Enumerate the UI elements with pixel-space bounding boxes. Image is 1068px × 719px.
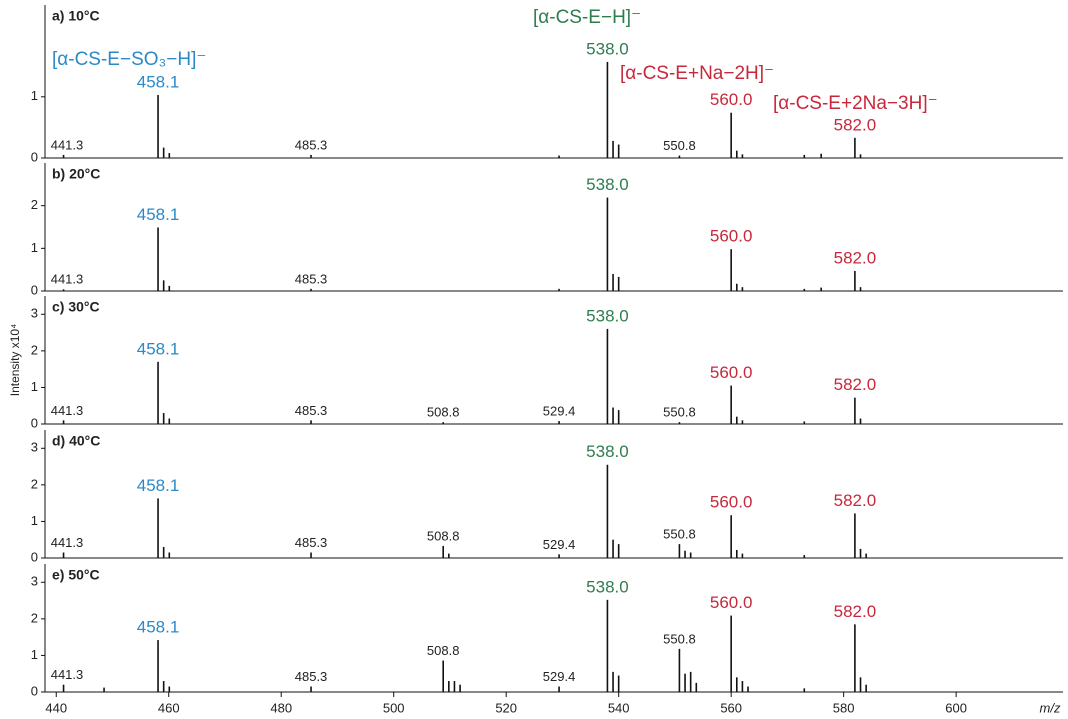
ion-annotation: [α-CS-E−H]⁻	[533, 7, 641, 28]
panel-title: d) 40°C	[52, 433, 100, 449]
peak-label: 485.3	[295, 403, 328, 418]
peak-label: 485.3	[295, 535, 328, 550]
peak-label: 529.4	[543, 537, 576, 552]
peak-label: 582.0	[834, 248, 877, 267]
y-tick-label: 3	[31, 440, 38, 455]
ion-annotation: [α-CS-E+2Na−3H]⁻	[773, 93, 938, 114]
peak-label: 441.3	[51, 667, 84, 682]
y-tick-label: 1	[31, 647, 38, 662]
y-tick-label: 2	[31, 197, 38, 212]
peak-label: 441.3	[51, 535, 84, 550]
y-axis-label: Intensity x10⁴	[8, 324, 22, 397]
panel-title: b) 20°C	[52, 166, 100, 182]
y-tick-label: 2	[31, 342, 38, 357]
peak-label: 458.1	[137, 618, 180, 637]
y-tick-label: 1	[31, 240, 38, 255]
peak-label: 538.0	[586, 306, 629, 325]
x-tick-label: 480	[270, 700, 292, 715]
peak-label: 508.8	[427, 528, 460, 543]
panel-title: c) 30°C	[52, 299, 100, 315]
peak-label: 582.0	[834, 375, 877, 394]
peak-label: 582.0	[834, 602, 877, 621]
x-tick-label: 440	[45, 700, 67, 715]
peak-label: 529.4	[543, 404, 576, 419]
x-axis-label: m/z	[1040, 700, 1061, 715]
y-tick-label: 3	[31, 306, 38, 321]
y-tick-label: 1	[31, 88, 38, 103]
x-tick-label: 540	[608, 700, 630, 715]
peak-label: 560.0	[710, 227, 753, 246]
peak-label: 538.0	[586, 175, 629, 194]
x-tick-label: 520	[495, 700, 517, 715]
peak-label: 560.0	[710, 90, 753, 109]
peak-label: 560.0	[710, 363, 753, 382]
peak-label: 582.0	[834, 491, 877, 510]
peak-label: 508.8	[427, 643, 460, 658]
y-tick-label: 1	[31, 513, 38, 528]
peak-label: 458.1	[137, 72, 180, 91]
peak-label: 550.8	[663, 631, 696, 646]
peak-label: 485.3	[295, 271, 328, 286]
ion-annotation: [α-CS-E−SO₃−H]⁻	[52, 49, 206, 70]
peak-label: 485.3	[295, 137, 328, 152]
peak-label: 560.0	[710, 593, 753, 612]
x-tick-label: 460	[158, 700, 180, 715]
peak-label: 560.0	[710, 493, 753, 512]
x-tick-label: 600	[945, 700, 967, 715]
peak-label: 441.3	[51, 272, 84, 287]
peak-label: 538.0	[586, 442, 629, 461]
peak-label: 508.8	[427, 405, 460, 420]
y-tick-label: 3	[31, 574, 38, 589]
peak-label: 441.3	[51, 137, 84, 152]
peak-label: 550.8	[663, 527, 696, 542]
y-tick-label: 0	[31, 683, 38, 698]
peak-label: 538.0	[586, 39, 629, 58]
y-tick-label: 2	[31, 476, 38, 491]
peak-label: 582.0	[834, 115, 877, 134]
peak-label: 538.0	[586, 577, 629, 596]
y-tick-label: 0	[31, 282, 38, 297]
peak-label: 529.4	[543, 669, 576, 684]
peak-label: 550.8	[663, 405, 696, 420]
y-tick-label: 0	[31, 549, 38, 564]
panel-title: a) 10°C	[52, 8, 100, 24]
peak-label: 458.1	[137, 205, 180, 224]
peak-label: 458.1	[137, 339, 180, 358]
ion-annotation: [α-CS-E+Na−2H]⁻	[620, 63, 774, 84]
peak-label: 485.3	[295, 669, 328, 684]
peak-label: 441.3	[51, 403, 84, 418]
x-tick-label: 560	[720, 700, 742, 715]
x-tick-label: 500	[383, 700, 405, 715]
peak-label: 458.1	[137, 476, 180, 495]
y-tick-label: 2	[31, 610, 38, 625]
y-tick-label: 0	[31, 415, 38, 430]
x-tick-label: 580	[833, 700, 855, 715]
panel-title: e) 50°C	[52, 567, 100, 583]
y-tick-label: 1	[31, 379, 38, 394]
peak-label: 550.8	[663, 138, 696, 153]
y-tick-label: 0	[31, 149, 38, 164]
